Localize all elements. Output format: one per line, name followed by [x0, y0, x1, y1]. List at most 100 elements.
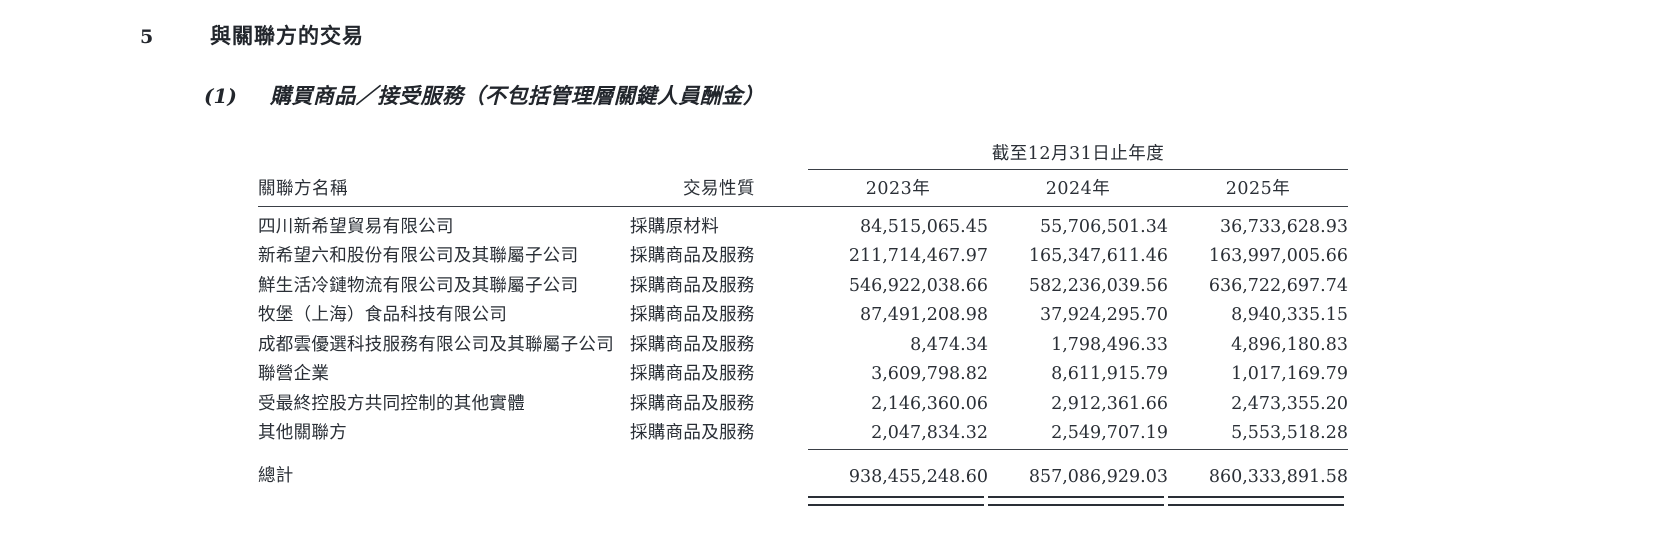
column-header-nature: 交易性質: [683, 179, 755, 199]
amount-2024: 165,347,611.46: [1028, 246, 1168, 267]
table-row: 四川新希望貿易有限公司 採購原材料 84,515,065.45 55,706,5…: [258, 207, 1348, 242]
total-row: 總計 938,455,248.60 857,086,929.03 860,333…: [258, 450, 1348, 491]
double-rule-2025-cell: [1168, 491, 1348, 506]
double-rule-2024-cell: [988, 491, 1168, 506]
table-row: 聯營企業 採購商品及服務 3,609,798.82 8,611,915.79 1…: [258, 360, 1348, 389]
section-title: 與關聯方的交易: [210, 23, 364, 48]
double-rule-2023: [808, 495, 984, 506]
column-rule-2024: [988, 206, 1168, 207]
amount-2024: 2,912,361.66: [1051, 393, 1168, 414]
party-name: 聯營企業: [258, 364, 330, 385]
amount-2025: 163,997,005.66: [1208, 246, 1348, 267]
party-name: 新希望六和股份有限公司及其聯屬子公司: [258, 246, 579, 267]
amount-2025: 636,722,697.74: [1208, 275, 1348, 296]
amount-2025: 1,017,169.79: [1231, 364, 1348, 385]
period-header-label: 截至12月31日止年度: [991, 144, 1165, 164]
subtotal-rule-2025-cell: [1168, 448, 1348, 450]
amount-2025: 2,473,355.20: [1231, 393, 1348, 414]
related-party-transactions-table-wrapper: 截至12月31日止年度 關聯方名稱 交易性質 2023年 2024年 2025年: [258, 140, 1348, 506]
section-heading: 5 與關聯方的交易: [140, 20, 364, 50]
table-head: 截至12月31日止年度 關聯方名稱 交易性質 2023年 2024年 2025年: [258, 140, 1348, 207]
column-header-2025: 2025年: [1225, 179, 1291, 199]
double-rule-spacer-name: [258, 491, 630, 506]
column-rule-nature: [630, 206, 808, 207]
total-amount-2023: 938,455,248.60: [848, 466, 988, 487]
subtotal-rule-2023: [808, 448, 988, 450]
transaction-nature: 採購商品及服務: [630, 423, 755, 444]
amount-2024: 2,549,707.19: [1051, 423, 1168, 444]
amount-2024: 582,236,039.56: [1028, 275, 1168, 296]
amount-2024: 1,798,496.33: [1051, 334, 1168, 355]
amount-2025: 4,896,180.83: [1231, 334, 1348, 355]
amount-2023: 8,474.34: [910, 334, 988, 355]
subtotal-rule-2024-cell: [988, 448, 1168, 450]
total-label: 總計: [258, 465, 294, 486]
amount-2024: 37,924,295.70: [1039, 305, 1168, 326]
party-name: 牧堡（上海）食品科技有限公司: [258, 305, 508, 326]
transaction-nature: 採購商品及服務: [630, 246, 755, 267]
amount-2025: 36,733,628.93: [1219, 217, 1348, 237]
column-rule-2025: [1168, 206, 1348, 207]
period-header-spacer-name: [258, 140, 630, 169]
column-header-2024: 2024年: [1045, 179, 1111, 199]
amount-2023: 211,714,467.97: [848, 246, 988, 267]
party-name: 四川新希望貿易有限公司: [258, 217, 454, 237]
party-name: 其他關聯方: [258, 423, 347, 444]
total-amount-2024: 857,086,929.03: [1028, 466, 1168, 487]
column-rule-2025-cell: [1168, 206, 1348, 207]
amount-2024: 55,706,501.34: [1039, 217, 1168, 237]
column-header-2023: 2023年: [865, 179, 931, 199]
related-party-transactions-table: 截至12月31日止年度 關聯方名稱 交易性質 2023年 2024年 2025年: [258, 140, 1348, 506]
column-rule-nature-cell: [630, 206, 808, 207]
double-rule-spacer-nature: [630, 491, 808, 506]
amount-2025: 5,553,518.28: [1231, 423, 1348, 444]
period-header-rule: [808, 169, 1348, 170]
total-nature-spacer: [630, 450, 808, 491]
column-rule-2023-cell: [808, 206, 988, 207]
subsection-title: 購買商品／接受服務（不包括管理層關鍵人員酬金）: [270, 83, 765, 108]
column-rule-name: [258, 206, 630, 207]
transaction-nature: 採購商品及服務: [630, 275, 755, 296]
subtotal-rule-2023-cell: [808, 448, 988, 450]
amount-2023: 84,515,065.45: [859, 217, 988, 237]
column-header-name: 關聯方名稱: [258, 179, 348, 199]
double-rule-2024: [988, 495, 1164, 506]
amount-2023: 2,146,360.06: [871, 393, 988, 414]
period-header-row: 截至12月31日止年度: [258, 140, 1348, 169]
subtotal-rule-2025: [1168, 448, 1348, 450]
amount-2024: 8,611,915.79: [1051, 364, 1168, 385]
table-row: 鮮生活冷鏈物流有限公司及其聯屬子公司 採購商品及服務 546,922,038.6…: [258, 272, 1348, 301]
amount-2023: 3,609,798.82: [871, 364, 988, 385]
transaction-nature: 採購商品及服務: [630, 334, 755, 355]
column-header-rule-row: [258, 206, 1348, 207]
table-row: 受最終控股方共同控制的其他實體 採購商品及服務 2,146,360.06 2,9…: [258, 390, 1348, 419]
amount-2025: 8,940,335.15: [1231, 305, 1348, 326]
subsection-number: (1): [204, 84, 237, 108]
amount-2023: 2,047,834.32: [871, 423, 988, 444]
amount-2023: 546,922,038.66: [848, 275, 988, 296]
period-header-spacer-nature: [630, 140, 808, 169]
transaction-nature: 採購商品及服務: [630, 305, 755, 326]
transaction-nature: 採購商品及服務: [630, 393, 755, 414]
total-amount-2025: 860,333,891.58: [1208, 466, 1348, 487]
column-header-row: 關聯方名稱 交易性質 2023年 2024年 2025年: [258, 170, 1348, 206]
transaction-nature: 採購商品及服務: [630, 364, 755, 385]
subsection-heading: (1) 購買商品／接受服務（不包括管理層關鍵人員酬金）: [204, 80, 765, 110]
subtotal-rule-2024: [988, 448, 1168, 450]
amount-2023: 87,491,208.98: [859, 305, 988, 326]
column-rule-2023: [808, 206, 988, 207]
double-rule-2025: [1168, 495, 1344, 506]
party-name: 鮮生活冷鏈物流有限公司及其聯屬子公司: [258, 275, 579, 296]
section-number: 5: [140, 26, 154, 48]
table-body: 四川新希望貿易有限公司 採購原材料 84,515,065.45 55,706,5…: [258, 207, 1348, 506]
subtotal-rule-row: [258, 448, 1348, 450]
table-row: 新希望六和股份有限公司及其聯屬子公司 採購商品及服務 211,714,467.9…: [258, 242, 1348, 271]
double-rule-row: [258, 491, 1348, 506]
party-name: 受最終控股方共同控制的其他實體: [258, 393, 525, 414]
table-row: 成都雲優選科技服務有限公司及其聯屬子公司 採購商品及服務 8,474.34 1,…: [258, 331, 1348, 360]
transaction-nature: 採購原材料: [630, 217, 719, 237]
table-row: 其他關聯方 採購商品及服務 2,047,834.32 2,549,707.19 …: [258, 419, 1348, 448]
column-rule-name-cell: [258, 206, 630, 207]
double-rule-2023-cell: [808, 491, 988, 506]
